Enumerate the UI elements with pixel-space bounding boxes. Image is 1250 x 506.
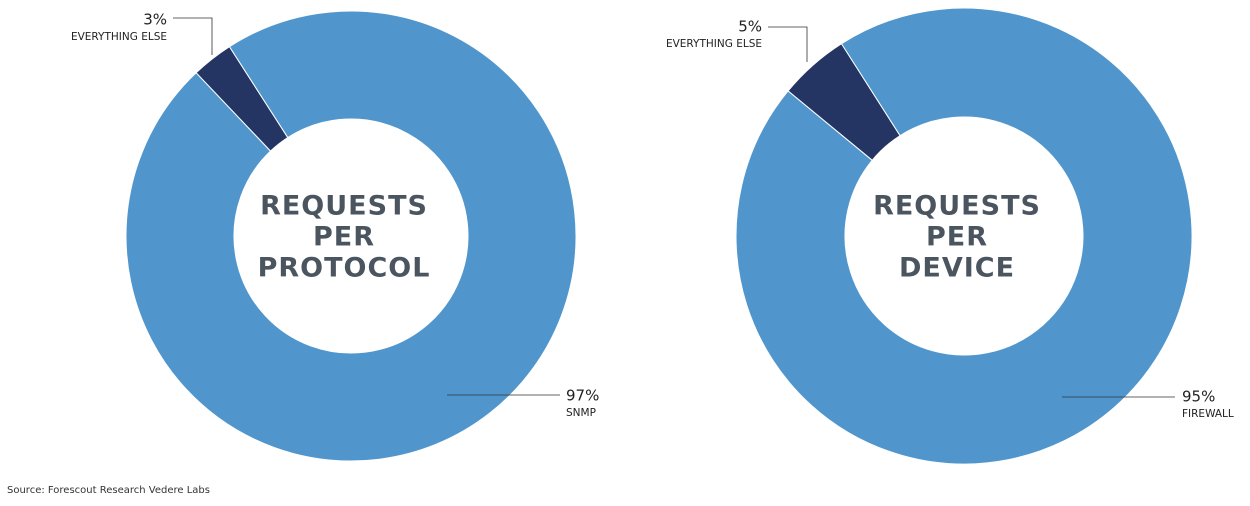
leader-line xyxy=(768,26,808,62)
chart-title: REQUESTS PER PROTOCOL xyxy=(257,190,431,284)
source: Source: Forescout Research Vedere Labs xyxy=(7,485,210,496)
category-label: FIREWALL xyxy=(1182,408,1234,420)
value-label: 3% xyxy=(143,11,167,29)
value-label: 95% xyxy=(1182,388,1215,406)
slice xyxy=(735,7,1193,465)
leader-line xyxy=(173,17,213,55)
slice xyxy=(125,10,577,462)
value-label: 97% xyxy=(566,387,599,405)
value-label: 5% xyxy=(738,18,762,36)
category-label: SNMP xyxy=(566,407,596,419)
chart-title: REQUESTS PER DEVICE xyxy=(873,190,1041,284)
category-label: EVERYTHING ELSE xyxy=(71,31,167,43)
category-label: EVERYTHING ELSE xyxy=(666,38,762,50)
